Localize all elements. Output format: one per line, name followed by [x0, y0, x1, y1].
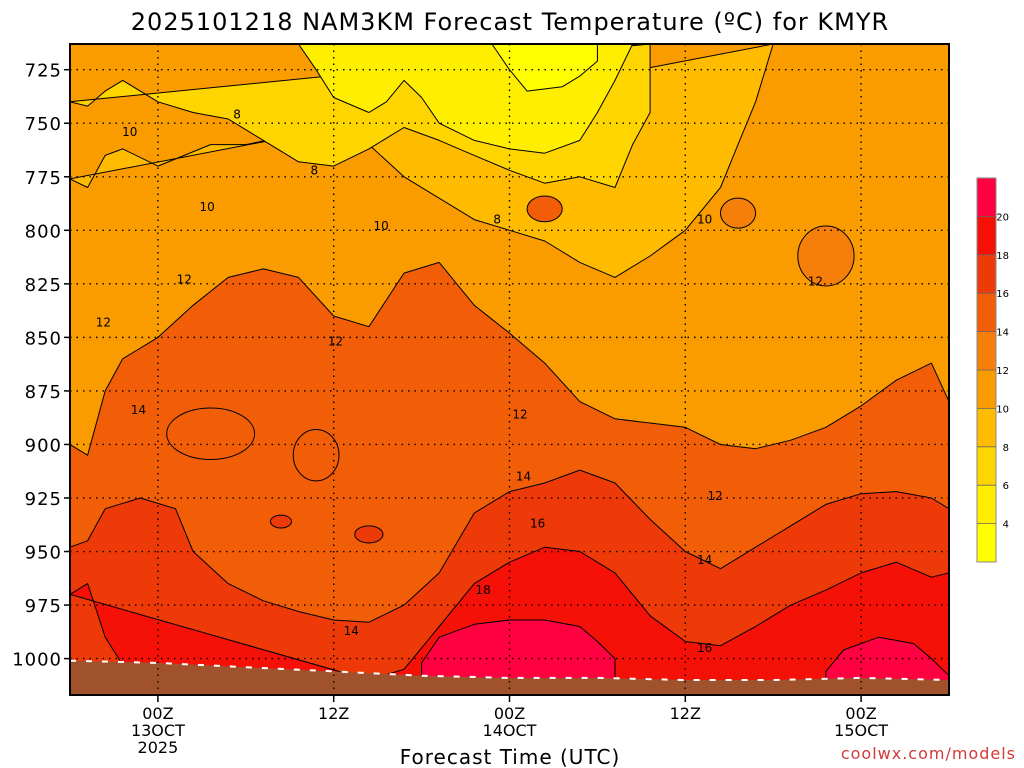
x-tick-label: 00Z — [494, 704, 525, 723]
contour-label: 16 — [530, 517, 545, 531]
contour-label: 8 — [311, 163, 319, 177]
contour-label: 8 — [233, 108, 241, 122]
y-tick-label: 925 — [25, 489, 62, 510]
contour-label: 12 — [808, 275, 823, 289]
colorbar: 4 6 8 10 12 14 16 18 20 — [976, 177, 1009, 563]
contour-label: 10 — [374, 219, 389, 233]
y-tick-label: 875 — [25, 382, 62, 403]
contour-label: 12 — [177, 273, 192, 287]
y-tick-label: 900 — [25, 435, 62, 456]
colorbar-tick-label: 8 — [1003, 443, 1009, 454]
y-axis: 725 750 775 800 825 850 875 900 925 950 975 1000 — [12, 61, 70, 671]
contour-label: 12 — [512, 407, 527, 421]
x-tick-label: 00Z — [142, 704, 173, 723]
contour-label: 10 — [697, 213, 712, 227]
warm-pocket-6 — [797, 225, 855, 287]
contour-label: 14 — [697, 553, 712, 567]
x-axis-label: Forecast Time (UTC) — [400, 745, 621, 768]
y-tick-label: 850 — [25, 328, 62, 349]
warm-pocket-4 — [354, 525, 384, 544]
grid-lines — [70, 44, 949, 695]
contour-label: 18 — [475, 583, 490, 597]
colorbar-tick-label: 4 — [1003, 520, 1009, 531]
x-tick-label: 13OCT — [131, 721, 185, 740]
contour-label: 12 — [328, 335, 343, 349]
y-tick-label: 825 — [25, 275, 62, 296]
x-tick-label: 2025 — [138, 738, 179, 757]
colorbar-swatch — [977, 523, 996, 562]
surface-line — [70, 659, 949, 681]
ground-fill — [70, 660, 949, 695]
colorbar-tick-label: 10 — [996, 404, 1009, 415]
y-tick-label: 975 — [25, 596, 62, 617]
contour-label: 12 — [708, 489, 723, 503]
warm-pocket-5 — [269, 514, 293, 529]
chart-title: 2025101218 NAM3KM Forecast Temperature (… — [131, 8, 889, 36]
colorbar-tick-label: 14 — [996, 328, 1009, 339]
contour-label: 8 — [493, 213, 501, 227]
contour-label: 14 — [516, 470, 531, 484]
colorbar-tick-label: 18 — [996, 251, 1009, 262]
warm-pocket-3 — [292, 428, 340, 482]
warm-pocket-7 — [719, 197, 757, 229]
colorbar-tick-label: 6 — [1003, 481, 1009, 492]
contour-label: 10 — [199, 200, 214, 214]
contour-label: 10 — [122, 125, 137, 139]
y-tick-label: 1000 — [12, 650, 62, 671]
y-tick-label: 725 — [25, 61, 62, 82]
x-tick-label: 14OCT — [483, 721, 537, 740]
contour-label: 14 — [344, 624, 359, 638]
y-tick-label: 775 — [25, 168, 62, 189]
colorbar-tick-label: 12 — [996, 366, 1009, 377]
contour-label: 16 — [697, 641, 712, 655]
colorbar-swatch — [977, 178, 996, 217]
colorbar-swatch — [977, 331, 996, 370]
colorbar-swatch — [977, 408, 996, 447]
warm-pocket-1 — [526, 195, 563, 223]
y-tick-label: 750 — [25, 114, 62, 135]
colorbar-swatch — [977, 446, 996, 486]
contour-label: 14 — [131, 403, 146, 417]
x-tick-label: 00Z — [845, 704, 876, 723]
colorbar-swatch — [977, 254, 996, 294]
y-tick-label: 800 — [25, 221, 62, 242]
credit-text: coolwx.com/models — [841, 744, 1016, 763]
plot-area — [70, 44, 949, 695]
y-tick-label: 950 — [25, 543, 62, 564]
colorbar-swatch — [977, 293, 996, 332]
contour-labels: 8 10 8 10 10 8 10 12 12 12 12 14 12 14 12 16 14 18 14 16 — [96, 108, 823, 655]
colorbar-swatch — [977, 485, 996, 524]
colorbar-swatch — [977, 370, 996, 409]
x-tick-label: 12Z — [318, 704, 349, 723]
x-tick-label: 15OCT — [834, 721, 888, 740]
band-2-4 — [491, 44, 598, 92]
colorbar-tick-label: 20 — [996, 212, 1009, 223]
x-tick-label: 12Z — [670, 704, 701, 723]
contour-label: 12 — [96, 315, 111, 329]
colorbar-tick-label: 16 — [996, 289, 1009, 300]
warm-pocket-2 — [166, 407, 256, 460]
colorbar-swatch — [977, 216, 996, 255]
